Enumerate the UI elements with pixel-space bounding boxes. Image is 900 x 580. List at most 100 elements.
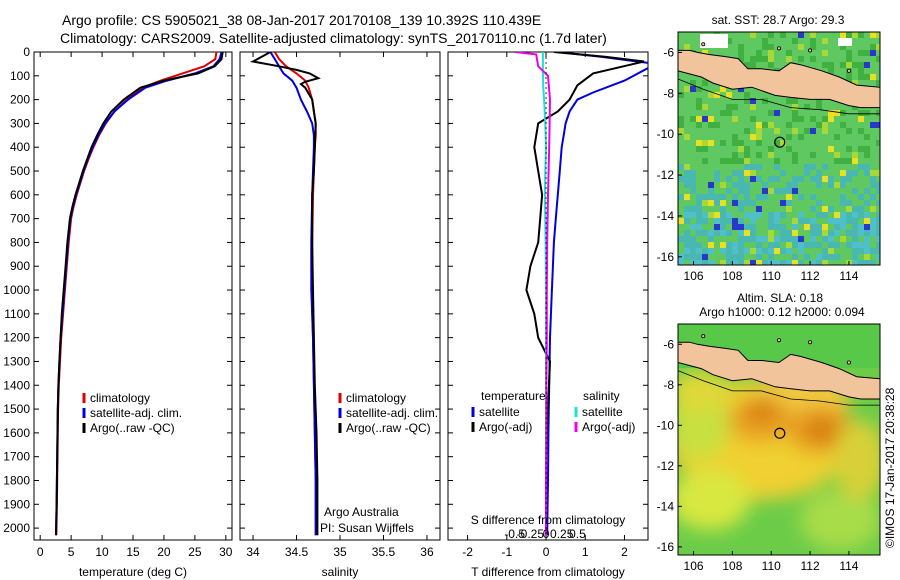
- sst-cell: [816, 146, 822, 152]
- sst-cell: [810, 248, 816, 254]
- sst-cell: [852, 80, 858, 86]
- sst-cell: [792, 140, 798, 146]
- sst-cell: [738, 176, 744, 182]
- sst-cell: [732, 98, 738, 104]
- series-line-argo-raw-qc-: [250, 52, 321, 536]
- sst-cell: [684, 32, 690, 38]
- y-tick-label: 0: [23, 45, 30, 59]
- sst-cell: [678, 32, 684, 38]
- sst-cell: [840, 254, 846, 260]
- s-tick-label: 0.5: [569, 527, 586, 541]
- sst-cell: [756, 140, 762, 146]
- sst-cell: [774, 206, 780, 212]
- sst-cell: [690, 236, 696, 242]
- sst-cell: [732, 188, 738, 194]
- sst-cell: [792, 50, 798, 56]
- sst-cell: [720, 170, 726, 176]
- sst-cell: [864, 248, 870, 254]
- sst-cell: [738, 86, 744, 92]
- sst-cell: [870, 128, 876, 134]
- sst-cell: [792, 188, 798, 194]
- sst-cell: [822, 212, 828, 218]
- sst-cell: [696, 200, 702, 206]
- sst-cell: [768, 212, 774, 218]
- sst-cell: [780, 134, 786, 140]
- sst-cell: [858, 146, 864, 152]
- sst-cell: [732, 50, 738, 56]
- sst-cell: [762, 248, 768, 254]
- sst-cell: [786, 188, 792, 194]
- sst-cell: [828, 116, 834, 122]
- sst-cell: [756, 236, 762, 242]
- sst-cell: [840, 188, 846, 194]
- sst-cell: [858, 176, 864, 182]
- sst-cell: [858, 128, 864, 134]
- sst-cell: [684, 218, 690, 224]
- map-y-tick-label: -8: [663, 378, 674, 392]
- sst-cell: [834, 68, 840, 74]
- sst-cell: [750, 200, 756, 206]
- sst-cell: [858, 152, 864, 158]
- sst-cell: [810, 98, 816, 104]
- sst-cell: [762, 134, 768, 140]
- sst-cell: [690, 38, 696, 44]
- sst-cell: [678, 80, 684, 86]
- x-tick-label: 1: [582, 545, 589, 559]
- sst-cell: [738, 248, 744, 254]
- sst-cell: [756, 32, 762, 38]
- sst-cell: [798, 56, 804, 62]
- sst-cell: [864, 152, 870, 158]
- sst-cell: [732, 122, 738, 128]
- sst-cell: [810, 260, 816, 265]
- sst-cell: [714, 140, 720, 146]
- sst-cell: [696, 38, 702, 44]
- sst-cell: [792, 110, 798, 116]
- sst-cell: [678, 122, 684, 128]
- sst-cell: [738, 92, 744, 98]
- sst-cell: [702, 212, 708, 218]
- sst-cell: [678, 176, 684, 182]
- sst-cell: [714, 194, 720, 200]
- sst-cell: [780, 56, 786, 62]
- sst-cell: [696, 170, 702, 176]
- sst-cell: [840, 116, 846, 122]
- sst-cell: [708, 116, 714, 122]
- sst-cell: [822, 68, 828, 74]
- sst-cell: [762, 50, 768, 56]
- series-line-temperature-argo-adj-: [525, 52, 645, 536]
- sst-cell: [780, 104, 786, 110]
- sst-cell: [786, 248, 792, 254]
- sst-cell: [690, 218, 696, 224]
- sst-cell: [678, 128, 684, 134]
- sst-cell: [780, 62, 786, 68]
- sst-cell: [870, 158, 876, 164]
- sst-cell: [732, 242, 738, 248]
- sst-cell: [876, 50, 880, 56]
- legend-label: Argo(-adj): [479, 420, 532, 434]
- sst-cell: [870, 164, 876, 170]
- sst-cell: [762, 218, 768, 224]
- sst-cell: [756, 134, 762, 140]
- sst-cell: [696, 242, 702, 248]
- sst-cell: [678, 116, 684, 122]
- sst-cell: [870, 68, 876, 74]
- sst-cell: [780, 206, 786, 212]
- sst-cell: [690, 74, 696, 80]
- sst-cell: [870, 206, 876, 212]
- sst-cell: [840, 164, 846, 170]
- sst-cell: [684, 242, 690, 248]
- sst-cell: [870, 188, 876, 194]
- sst-cell: [678, 224, 684, 230]
- sst-cell: [738, 230, 744, 236]
- sst-cell: [828, 62, 834, 68]
- sst-cell: [732, 134, 738, 140]
- sst-cell: [774, 230, 780, 236]
- sst-cell: [876, 224, 880, 230]
- sst-cell: [840, 152, 846, 158]
- sst-cell: [792, 116, 798, 122]
- sst-cell: [864, 146, 870, 152]
- sst-cell: [756, 170, 762, 176]
- sst-cell: [732, 230, 738, 236]
- sst-cell: [732, 116, 738, 122]
- sst-cell: [744, 236, 750, 242]
